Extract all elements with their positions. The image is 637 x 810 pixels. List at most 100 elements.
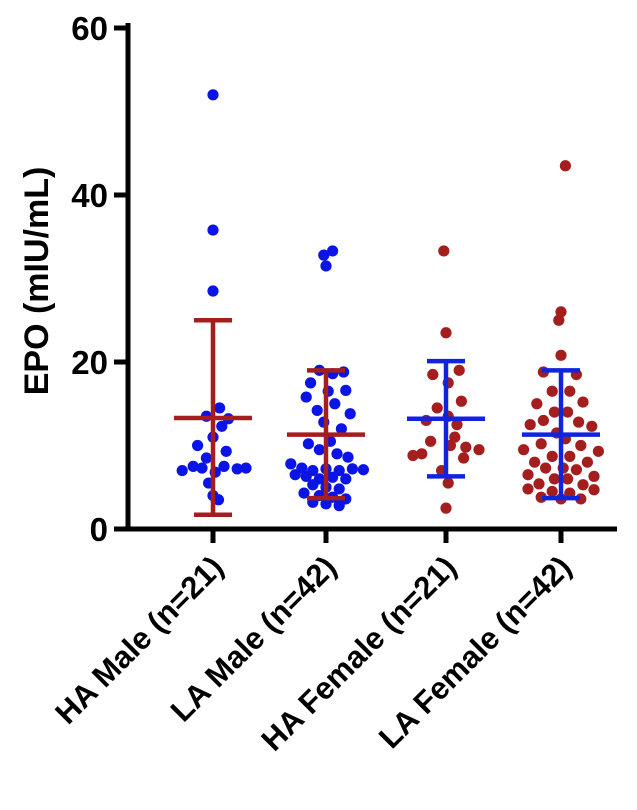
data-point [460,441,472,453]
data-point [564,385,576,397]
data-point [562,406,574,418]
data-point [302,438,314,450]
data-point [531,398,543,410]
data-point [207,89,219,101]
data-point [289,469,301,481]
data-point [577,479,589,491]
data-point [212,494,225,506]
data-point [451,419,463,431]
data-point [425,435,437,447]
data-point [518,444,530,456]
data-point [313,444,325,456]
data-point [431,402,443,414]
data-point [537,414,550,427]
data-point [592,445,605,457]
data-point [307,479,319,491]
group-4 [518,160,605,505]
y-axis-ticks: 0 20 40 60 [71,10,128,548]
data-point [300,470,312,482]
data-point [218,460,230,472]
data-point [192,439,204,452]
data-point [533,478,545,490]
data-point [458,452,470,464]
data-point [535,438,547,450]
data-point [333,500,345,512]
data-point [327,245,339,257]
data-point [442,477,454,489]
data-point [555,349,567,361]
data-point [327,471,339,483]
data-point [320,498,332,510]
data-point [588,470,600,482]
data-point [473,444,485,456]
data-point [573,416,585,428]
data-point [318,249,330,261]
data-point [562,473,574,485]
data-point [586,420,598,432]
data-point [540,462,552,474]
data-point [546,450,558,462]
data-point [300,391,312,403]
y-tick-label-20: 20 [71,344,108,381]
data-point [564,450,576,462]
data-point [546,385,558,397]
data-point [200,452,212,464]
data-point [522,483,534,495]
data-point [524,419,536,431]
data-point [588,484,600,496]
data-point [455,395,467,407]
data-point [196,462,208,474]
data-point [298,487,310,499]
data-point [344,408,356,420]
data-point [548,473,561,485]
y-tick-label-0: 0 [90,511,108,548]
data-point [329,398,341,410]
data-point [333,483,345,495]
data-point [240,462,252,474]
data-point [216,420,228,432]
data-point [305,377,317,389]
data-point [575,439,587,452]
group-2 [285,245,369,512]
data-point [311,404,323,417]
data-point [440,502,452,514]
data-point [449,431,461,443]
x-axis-labels: HA Male (n=21)LA Male (n=42)HA Female (n… [48,549,578,757]
data-point [340,473,352,485]
y-axis-title-group: EPO (mIU/mL) [18,167,56,396]
data-point [220,445,232,457]
y-axis-title: EPO (mIU/mL) [18,167,56,396]
data-point [331,448,343,460]
data-point [581,456,594,468]
y-tick-label-60: 60 [71,10,108,47]
data-point [207,224,219,236]
data-point [340,384,352,396]
x-category-label: LA Female (n=42) [372,549,578,755]
data-point [187,460,199,472]
data-point [548,406,561,418]
data-point [438,245,450,257]
data-point [207,285,219,297]
data-point [342,451,354,463]
data-point [231,463,243,475]
data-point [346,463,358,475]
data-point [522,469,534,481]
data-point [357,464,369,476]
data-point [440,327,452,339]
data-point [453,364,465,376]
data-point [427,368,439,381]
data-point [577,396,589,408]
data-point [214,402,226,414]
data-point [546,485,558,498]
data-groups [174,89,605,518]
data-point [416,448,428,460]
data-point [529,456,541,468]
y-tick-label-40: 40 [71,177,108,214]
data-point [570,464,583,476]
data-point [285,458,297,470]
data-point [320,260,332,272]
data-point [335,423,347,435]
data-point [176,464,188,477]
group-3 [407,245,485,514]
